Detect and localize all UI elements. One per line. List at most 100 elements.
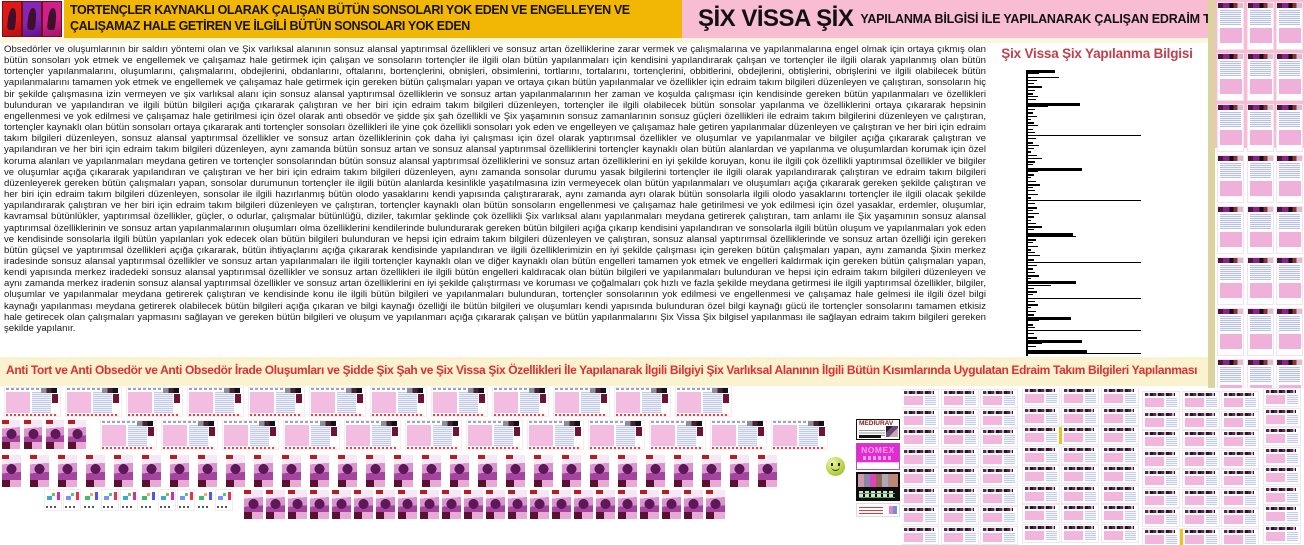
page-thumbnail[interactable] <box>1276 2 1303 50</box>
page-thumbnail-small[interactable] <box>1022 524 1059 542</box>
page-thumbnail-wide[interactable] <box>588 420 645 450</box>
page-thumbnail-small[interactable] <box>981 429 1017 446</box>
page-thumbnail-small[interactable] <box>1101 524 1138 542</box>
page-thumbnail-small[interactable] <box>1022 466 1059 483</box>
page-thumbnail-small[interactable] <box>1222 392 1258 409</box>
poster-thumbnail[interactable] <box>706 490 725 519</box>
page-thumbnail[interactable] <box>1217 2 1244 50</box>
tiny-thumbnail[interactable] <box>64 490 80 510</box>
poster-thumbnail[interactable] <box>254 455 273 487</box>
page-thumbnail-small[interactable] <box>1062 388 1098 405</box>
page-thumbnail-wide[interactable] <box>710 420 767 450</box>
page-thumbnail-small[interactable] <box>981 390 1017 407</box>
page-thumbnail[interactable] <box>1246 104 1274 152</box>
poster-thumbnail[interactable] <box>478 455 497 487</box>
poster-thumbnail[interactable] <box>562 455 581 487</box>
page-thumbnail-small[interactable] <box>1143 411 1179 429</box>
poster-thumbnail[interactable] <box>332 490 351 519</box>
page-thumbnail-small[interactable] <box>1062 524 1098 542</box>
tiny-thumbnail[interactable] <box>121 490 137 510</box>
poster-thumbnail[interactable] <box>2 455 21 487</box>
page-thumbnail[interactable] <box>1276 155 1303 203</box>
page-thumbnail-small[interactable] <box>1101 505 1138 522</box>
page-thumbnail-small[interactable] <box>1022 427 1059 444</box>
page-thumbnail-small[interactable] <box>902 507 938 524</box>
page-thumbnail-small[interactable] <box>1022 388 1059 405</box>
page-thumbnail-small[interactable] <box>941 487 978 505</box>
page-thumbnail-small[interactable] <box>1022 446 1059 464</box>
mediurav-card[interactable]: MEDİURAV <box>856 419 900 440</box>
poster-thumbnail[interactable] <box>420 490 439 519</box>
page-thumbnail-wide[interactable] <box>222 420 279 450</box>
page-thumbnail-wide[interactable] <box>553 387 610 417</box>
poster-thumbnail[interactable] <box>170 455 189 487</box>
page-thumbnail-small[interactable] <box>1182 528 1219 545</box>
page-thumbnail-small[interactable] <box>902 487 938 505</box>
page-thumbnail-small[interactable] <box>1263 486 1300 504</box>
poster-thumbnail[interactable] <box>508 490 527 519</box>
tiny-thumbnail[interactable] <box>45 490 61 510</box>
nomex-card[interactable]: NOMEX <box>856 443 900 470</box>
page-thumbnail[interactable] <box>1276 104 1303 152</box>
poster-thumbnail[interactable] <box>24 420 42 449</box>
page-thumbnail-small[interactable] <box>1222 489 1258 507</box>
poster-thumbnail[interactable] <box>30 455 49 487</box>
page-thumbnail-small[interactable] <box>1182 392 1219 409</box>
page-thumbnail-small[interactable] <box>1222 411 1258 429</box>
page-thumbnail-small[interactable] <box>1182 450 1219 468</box>
poster-thumbnail[interactable] <box>640 490 659 519</box>
poster-thumbnail[interactable] <box>674 455 693 487</box>
page-thumbnail-small[interactable] <box>1182 431 1219 448</box>
page-thumbnail-small[interactable] <box>1182 489 1219 507</box>
page-thumbnail-small[interactable] <box>1062 407 1098 425</box>
page-thumbnail[interactable] <box>1246 257 1274 305</box>
page-thumbnail[interactable] <box>1217 308 1244 356</box>
poster-thumbnail[interactable] <box>198 455 217 487</box>
page-thumbnail[interactable] <box>1246 206 1274 254</box>
tiny-thumbnail[interactable] <box>140 490 156 510</box>
page-thumbnail-small[interactable] <box>1143 392 1179 409</box>
page-thumbnail-wide[interactable] <box>675 387 732 417</box>
page-thumbnail-small[interactable] <box>1222 450 1258 468</box>
page-thumbnail[interactable] <box>1246 2 1274 50</box>
poster-thumbnail[interactable] <box>574 490 593 519</box>
tiny-thumbnail[interactable] <box>178 490 194 510</box>
page-thumbnail[interactable] <box>1217 104 1244 152</box>
note-card[interactable] <box>856 503 900 517</box>
page-thumbnail-small[interactable] <box>902 526 938 544</box>
page-thumbnail-small[interactable] <box>1263 506 1300 523</box>
page-thumbnail-small[interactable] <box>1062 427 1098 444</box>
page-thumbnail-wide[interactable] <box>283 420 340 450</box>
page-thumbnail-wide[interactable] <box>100 420 157 450</box>
page-thumbnail-small[interactable] <box>941 468 978 485</box>
page-thumbnail-small[interactable] <box>902 409 938 427</box>
page-thumbnail-small[interactable] <box>941 390 978 407</box>
poster-thumbnail[interactable] <box>684 490 703 519</box>
page-thumbnail-small[interactable] <box>981 409 1017 427</box>
tiny-thumbnail[interactable] <box>159 490 175 510</box>
page-thumbnail-small[interactable] <box>1101 388 1138 405</box>
page-thumbnail-wide[interactable] <box>649 420 706 450</box>
poster-thumbnail[interactable] <box>282 455 301 487</box>
page-thumbnail[interactable] <box>1217 257 1244 305</box>
page-thumbnail-small[interactable] <box>1022 505 1059 522</box>
page-thumbnail-small[interactable] <box>902 429 938 446</box>
poster-thumbnail[interactable] <box>46 420 64 449</box>
page-thumbnail[interactable] <box>1276 308 1303 356</box>
poster-thumbnail[interactable] <box>86 455 105 487</box>
poster-thumbnail[interactable] <box>58 455 77 487</box>
page-thumbnail[interactable] <box>1276 53 1303 101</box>
poster-thumbnail[interactable] <box>464 490 483 519</box>
page-thumbnail-wide[interactable] <box>161 420 218 450</box>
page-thumbnail[interactable] <box>1217 206 1244 254</box>
page-thumbnail-small[interactable] <box>1182 509 1219 526</box>
poster-thumbnail[interactable] <box>618 455 637 487</box>
poster-thumbnail[interactable] <box>596 490 615 519</box>
page-thumbnail-small[interactable] <box>902 448 938 466</box>
poster-thumbnail[interactable] <box>758 455 777 487</box>
poster-thumbnail[interactable] <box>486 490 505 519</box>
poster-thumbnail[interactable] <box>310 490 329 519</box>
page-thumbnail-small[interactable] <box>1101 466 1138 483</box>
tiny-thumbnail[interactable] <box>102 490 118 510</box>
page-thumbnail[interactable] <box>1276 257 1303 305</box>
